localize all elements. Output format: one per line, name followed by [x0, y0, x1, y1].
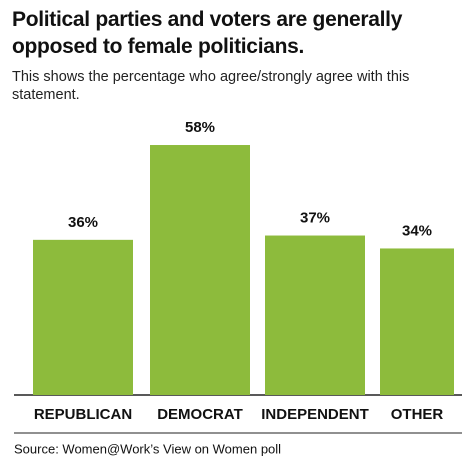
value-label: 34% — [402, 222, 432, 239]
bar — [380, 248, 454, 395]
x-tick-label: DEMOCRAT — [157, 406, 243, 423]
chart-subtitle: This shows the percentage who agree/stro… — [12, 69, 410, 103]
bar — [150, 145, 250, 395]
x-tick-label: INDEPENDENT — [261, 406, 369, 423]
value-label: 58% — [185, 119, 215, 136]
bar — [33, 239, 133, 395]
x-tick-label: REPUBLICAN — [34, 406, 132, 423]
chart-title: Political parties and voters are general… — [12, 8, 403, 58]
source: Source: Women@Work’s View on Women poll — [14, 441, 281, 456]
value-label: 37% — [300, 209, 330, 226]
value-label: 36% — [68, 214, 98, 231]
bar — [265, 235, 365, 395]
x-tick-label: OTHER — [391, 406, 444, 423]
